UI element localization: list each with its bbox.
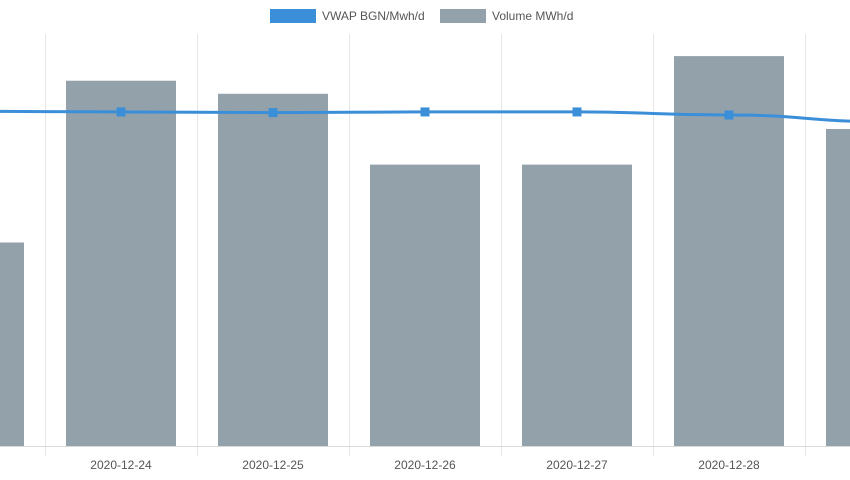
x-axis-labels: 2020-12-232020-12-242020-12-252020-12-26… <box>0 458 760 472</box>
x-tick-label: 2020-12-24 <box>90 458 152 472</box>
vwap-point[interactable] <box>268 108 278 118</box>
vwap-point[interactable] <box>420 107 430 117</box>
grid-lines <box>0 34 850 456</box>
volume-bar[interactable] <box>522 164 632 446</box>
legend-swatch-volume <box>440 9 486 23</box>
x-tick-label: 2020-12-27 <box>546 458 608 472</box>
volume-bar[interactable] <box>674 56 784 446</box>
legend[interactable]: VWAP BGN/Mwh/d Volume MWh/d <box>270 9 573 23</box>
x-tick-label: 2020-12-28 <box>698 458 760 472</box>
volume-bar[interactable] <box>218 93 328 446</box>
volume-bar[interactable] <box>0 242 24 446</box>
volume-bar[interactable] <box>826 128 850 446</box>
legend-swatch-vwap <box>270 9 316 23</box>
vwap-point[interactable] <box>572 107 582 117</box>
vwap-line <box>0 109 850 123</box>
legend-label-volume[interactable]: Volume MWh/d <box>492 9 573 23</box>
x-tick-label: 2020-12-26 <box>394 458 456 472</box>
x-tick-label: 2020-12-25 <box>242 458 304 472</box>
vwap-line-series <box>0 107 850 123</box>
volume-bars <box>0 56 850 446</box>
vwap-point[interactable] <box>116 107 126 117</box>
volume-bar[interactable] <box>370 164 480 446</box>
vwap-point[interactable] <box>724 110 734 120</box>
volume-bar[interactable] <box>66 80 176 446</box>
legend-label-vwap[interactable]: VWAP BGN/Mwh/d <box>322 9 425 23</box>
